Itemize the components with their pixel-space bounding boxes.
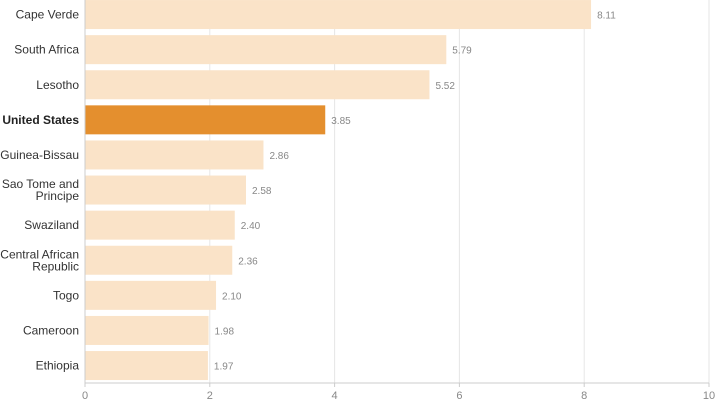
- data-label: 2.10: [222, 291, 242, 302]
- bar: [85, 245, 233, 275]
- category-label: Ethiopia: [36, 359, 80, 373]
- category-label: Swaziland: [24, 218, 79, 232]
- bar: [85, 70, 430, 100]
- category-label: United States: [2, 113, 79, 127]
- x-axis: 0 2 4 6 8 10: [82, 0, 715, 402]
- bar: [85, 280, 217, 310]
- value-labels: 8.11 5.79 5.52 3.85 2.86 2.58 2.40 2.36 2.10 1.98…: [214, 11, 616, 373]
- data-label: 8.11: [597, 11, 616, 22]
- x-tick-label: 4: [332, 390, 338, 402]
- x-tick-label: 10: [703, 390, 715, 402]
- x-tick-label: 8: [581, 390, 587, 402]
- category-label: Guinea-Bissau: [0, 148, 79, 162]
- data-label: 1.98: [215, 326, 235, 337]
- bar: [85, 35, 447, 65]
- category-label: Cape Verde: [16, 8, 80, 22]
- category-labels: Cape Verde South Africa Lesotho United Stat…: [0, 8, 79, 373]
- bar: [85, 210, 235, 240]
- category-label: Sao Tome and: [2, 177, 79, 191]
- category-label: Lesotho: [36, 78, 79, 92]
- bar: [85, 175, 246, 205]
- category-label: Togo: [53, 288, 79, 302]
- data-label: 2.86: [269, 151, 289, 162]
- data-label: 2.40: [241, 221, 261, 232]
- category-label: Cameroon: [23, 323, 79, 337]
- data-label: 3.85: [331, 116, 351, 127]
- bars: [85, 0, 592, 381]
- data-label: 2.58: [252, 186, 272, 197]
- bar: [85, 0, 592, 30]
- data-label: 5.52: [435, 81, 455, 92]
- x-tick-label: 2: [207, 390, 213, 402]
- x-tick-label: 6: [456, 390, 462, 402]
- category-label: South Africa: [14, 43, 79, 57]
- bar: [85, 140, 264, 170]
- category-label: Principe: [36, 189, 80, 203]
- data-label: 5.79: [452, 46, 472, 57]
- bar: [85, 105, 326, 135]
- data-label: 2.36: [238, 256, 258, 267]
- x-tick-label: 0: [82, 390, 88, 402]
- bar: [85, 351, 208, 381]
- category-label: Central African: [0, 247, 79, 261]
- category-label: Republic: [32, 259, 79, 273]
- data-label: 1.97: [214, 362, 234, 373]
- bar: [85, 315, 209, 345]
